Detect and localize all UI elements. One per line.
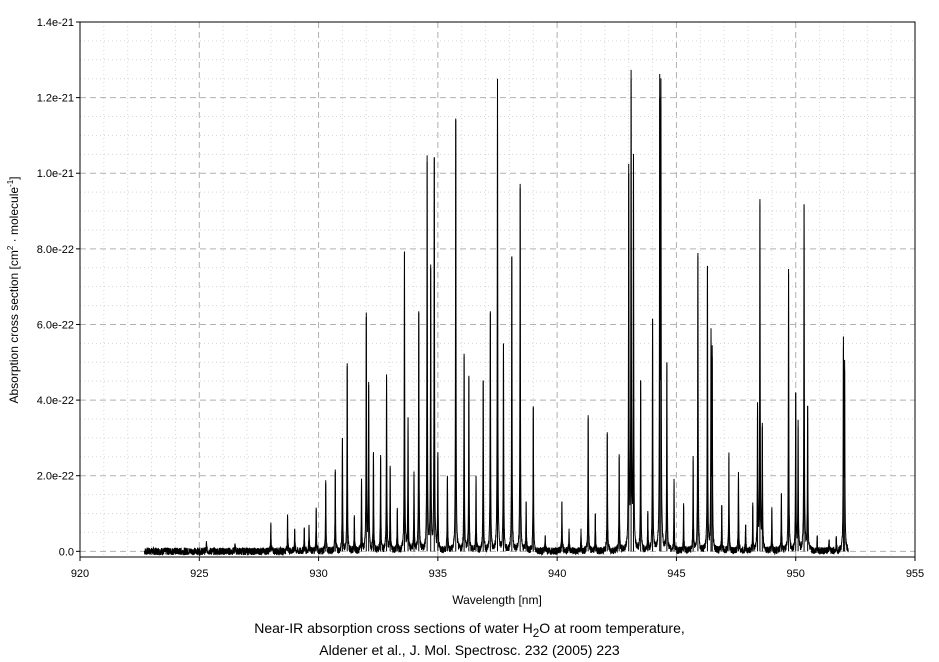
y-tick-label: 2.0e-22 [37,471,74,483]
x-tick-label: 930 [309,568,327,580]
series-group [143,69,849,557]
caption-part-a: Near-IR absorption cross sections of wat… [254,620,533,636]
y-label-sup-4: -1 [6,179,15,187]
x-tick-label: 945 [667,568,685,580]
y-tick-label: 6.0e-22 [37,319,74,331]
y-axis-label: Absorption cross section [cm2 · molecule… [6,176,21,403]
y-label-part-3: · molecule [7,187,21,246]
y-label-part-1: Absorption cross section [cm [7,250,21,403]
y-tick-label: 1.0e-21 [37,168,74,180]
x-tick-label: 920 [71,568,89,580]
x-axis-ticks: 920 925 930 935 940 945 950 955 [71,557,924,580]
x-axis-label: Wavelength [nm] [452,593,542,607]
y-tick-label: 4.0e-22 [37,395,74,407]
caption-subscript: 2 [532,626,540,640]
y-axis-ticks: 0.0 2.0e-22 4.0e-22 6.0e-22 8.0e-22 1.0e-21 1.… [37,17,80,558]
y-label-part-5: ] [7,176,21,179]
caption-part-b: O at room temperature, [539,620,685,636]
y-tick-label: 0.0 [59,546,74,558]
x-tick-label: 925 [190,568,208,580]
y-tick-label: 1.4e-21 [37,17,74,29]
x-tick-label: 950 [787,568,805,580]
x-tick-label: 940 [548,568,566,580]
y-label-sup-2: 2 [6,245,15,250]
caption-line-1: Near-IR absorption cross sections of wat… [0,618,939,644]
x-tick-label: 935 [429,568,447,580]
plot-area-frame [79,21,916,558]
x-tick-label: 955 [906,568,924,580]
y-tick-label: 1.2e-21 [37,93,74,105]
caption-line-2: Aldener et al., J. Mol. Spectrosc. 232 (… [319,642,620,658]
spectrum-line [143,69,849,557]
y-tick-label: 8.0e-22 [37,244,74,256]
